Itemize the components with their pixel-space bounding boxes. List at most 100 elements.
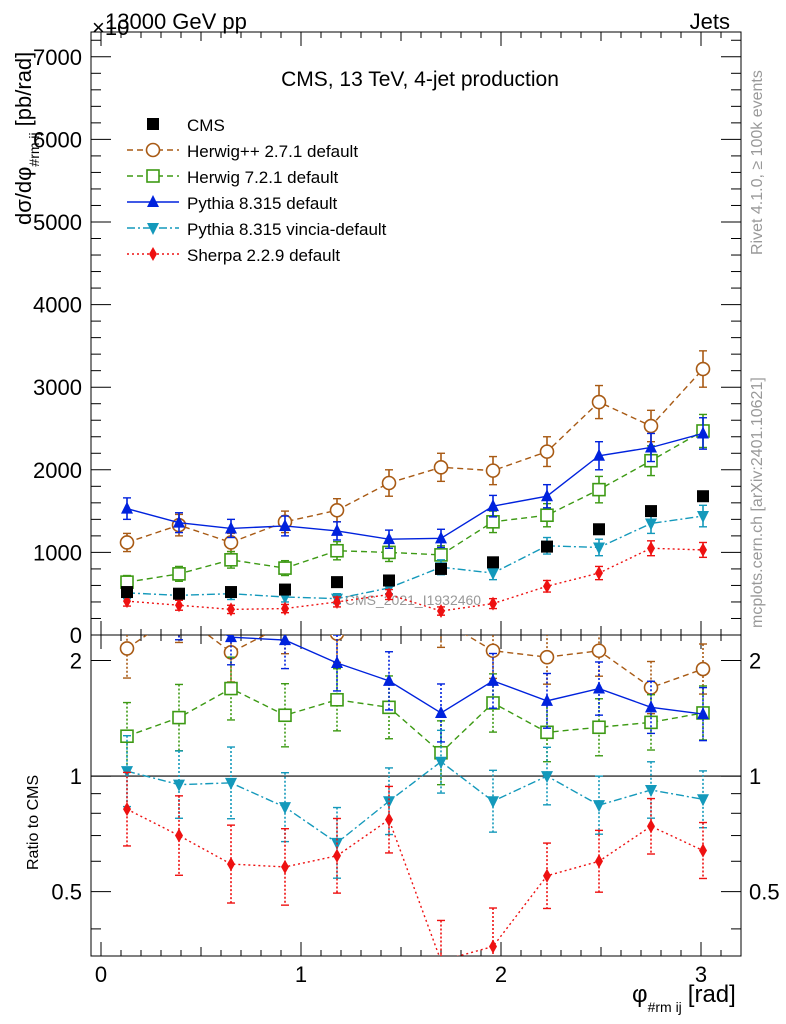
ratio-point-1 [695, 661, 711, 677]
y-axis-title-sub: #rm ij [26, 132, 42, 166]
main-layer: CMS_2021_I1932460 [119, 350, 711, 619]
ratio-point-2 [330, 692, 344, 707]
ratio-plot-frame [90, 634, 742, 957]
series-line-2 [126, 430, 704, 583]
point-5 [385, 587, 393, 602]
ratio-point-1 [329, 635, 345, 641]
ratio-line-3 [225, 635, 704, 715]
mcplots-label: mcplots.cern.ch [arXiv:2401.10621] [749, 377, 766, 628]
ratio-point-5 [543, 868, 551, 883]
series-5 [123, 540, 707, 619]
point-5 [175, 598, 183, 613]
ratio-point-3 [435, 705, 447, 718]
y-tick-label: 0 [70, 623, 82, 648]
legend-label: Pythia 8.315 default [187, 194, 338, 213]
point-4 [645, 518, 657, 531]
point-0 [383, 574, 395, 587]
rivet-label: Rivet 4.1.0, ≥ 100k events [749, 70, 766, 255]
svg-text:dσ/dφ#rm ij[pb/rad]: dσ/dφ#rm ij [pb/rad] [11, 52, 42, 225]
point-2 [540, 508, 554, 523]
y-tick-label: 2000 [33, 458, 82, 483]
point-1 [695, 361, 711, 377]
series-4 [121, 504, 709, 606]
legend-label: CMS [187, 116, 225, 135]
ratio-line-5 [126, 808, 704, 956]
ratio-layer [119, 618, 711, 956]
point-1 [119, 535, 135, 550]
point-3 [697, 426, 709, 439]
ratio-point-4 [541, 771, 553, 784]
point-0 [331, 576, 343, 589]
ratio-point-5 [175, 828, 183, 843]
ratio-line-4 [126, 760, 704, 844]
x-axis-title-main: φ [632, 981, 648, 1008]
ratio-point-4 [645, 784, 657, 797]
point-3 [541, 489, 553, 502]
legend-label: Herwig 7.2.1 default [187, 168, 338, 187]
legend-entry-0: CMS [147, 116, 225, 135]
ratio-point-2 [224, 681, 238, 696]
point-2 [224, 553, 238, 567]
ratio-point-1 [119, 641, 135, 656]
point-3 [487, 499, 499, 512]
point-0 [697, 490, 709, 503]
x-tick-label: 0 [95, 962, 107, 987]
y-tick-label: 4000 [33, 293, 82, 318]
series-line-4 [126, 515, 704, 600]
legend-label: Herwig++ 2.7.1 default [187, 142, 358, 161]
point-5 [227, 602, 235, 617]
y-axis-title: dσ/dφ#rm ij [pb/rad] [11, 52, 42, 225]
ratio-point-2 [382, 700, 396, 715]
y-tick-label: 7000 [33, 45, 82, 70]
point-3 [593, 448, 605, 461]
point-3 [331, 523, 343, 536]
y-tick-label: 5000 [33, 210, 82, 235]
ratio-line-1 [126, 635, 704, 689]
ratio-point-5 [439, 953, 443, 956]
ratio-point-5 [333, 848, 341, 863]
point-0 [435, 562, 447, 575]
ratio-tick-label: 1 [749, 764, 761, 789]
ratio-axis-title: Ratio to CMS [25, 775, 42, 870]
ratio-point-3 [697, 707, 709, 720]
point-4 [487, 568, 499, 581]
point-0 [593, 523, 605, 536]
ratio-point-4 [487, 796, 499, 809]
series-0 [121, 490, 709, 600]
point-2 [486, 515, 500, 529]
ratio-series-5 [123, 771, 707, 956]
point-4 [593, 542, 605, 555]
point-0 [645, 505, 657, 518]
legend-entry-5: Sherpa 2.2.9 default [127, 246, 340, 265]
ratio-point-5 [123, 802, 131, 817]
point-5 [543, 579, 551, 594]
point-0 [173, 587, 185, 600]
legend-entry-3: Pythia 8.315 default [127, 194, 338, 213]
series-2 [120, 413, 710, 590]
series-line-5 [126, 547, 704, 612]
ratio-tick-label: 0.5 [51, 880, 82, 905]
point-3 [173, 515, 185, 528]
ratio-tick-label: 0.5 [749, 880, 780, 905]
ratio-point-5 [281, 859, 289, 874]
point-4 [697, 511, 709, 524]
point-0 [279, 583, 291, 596]
ratio-point-2 [172, 710, 186, 725]
x-axis-title-unit: [rad] [688, 981, 736, 1008]
ratio-point-4 [279, 802, 291, 815]
ratio-series-2 [120, 656, 710, 786]
ratio-point-2 [592, 720, 606, 735]
chart-title: CMS, 13 TeV, 4-jet production [281, 68, 559, 91]
point-2 [434, 548, 448, 562]
point-2 [330, 543, 344, 558]
ratio-series-3 [175, 635, 709, 743]
point-2 [172, 567, 186, 581]
point-0 [225, 586, 237, 599]
x-tick-label: 2 [495, 962, 507, 987]
ratio-point-1 [279, 618, 292, 631]
ratio-point-4 [173, 779, 185, 792]
point-0 [121, 586, 133, 599]
ratio-point-4 [697, 794, 709, 807]
ratio-point-3 [383, 673, 395, 686]
